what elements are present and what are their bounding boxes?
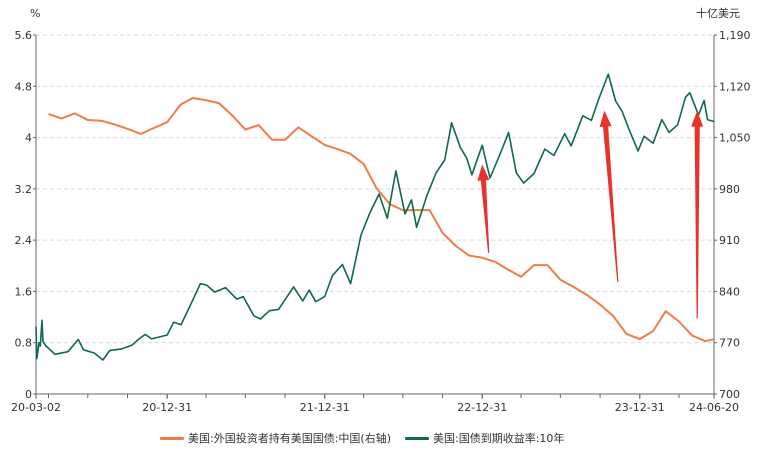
x-tick-label: 20-12-31 (142, 401, 192, 414)
right-tick-label: 1,190 (719, 29, 751, 42)
left-tick-label: 1.6 (15, 285, 33, 298)
annotation-arrow (599, 110, 619, 282)
legend-swatch-holdings (160, 436, 184, 440)
right-tick-label: 1,050 (719, 132, 751, 145)
annotation-arrow (691, 110, 704, 319)
left-axis-unit: % (30, 7, 40, 20)
x-tick-label: 24-06-20 (689, 401, 739, 414)
legend-item-holdings: 美国:外国投资者持有美国国债:中国(右轴) (160, 430, 391, 446)
left-axis-ticks: 0 0.8 1.6 2.4 3.2 4 4.8 5.6 (15, 29, 36, 401)
series-group (35, 73, 715, 361)
left-tick-label: 4.8 (15, 80, 33, 93)
left-tick-label: 5.6 (15, 29, 33, 42)
legend-swatch-yield (405, 436, 429, 440)
x-tick-label: 23-12-31 (615, 401, 665, 414)
legend-label-holdings: 美国:外国投资者持有美国国债:中国(右轴) (188, 432, 391, 445)
x-tick-label: 21-12-31 (300, 401, 350, 414)
x-tick-label: 22-12-31 (457, 401, 507, 414)
left-tick-label: 3.2 (15, 183, 33, 196)
legend: 美国:外国投资者持有美国国债:中国(右轴) 美国:国债到期收益率:10年 (160, 430, 564, 446)
legend-label-yield: 美国:国债到期收益率:10年 (433, 432, 565, 445)
gridlines (36, 34, 714, 344)
annotation-arrow (477, 164, 490, 253)
left-tick-label: 0.8 (15, 337, 33, 350)
annotation-arrows (477, 110, 704, 319)
right-tick-label: 840 (719, 285, 740, 298)
right-axis-ticks: 700 770 840 910 980 1,050 1,120 1,190 (714, 29, 751, 401)
right-axis-unit: 十亿美元 (696, 6, 740, 20)
right-tick-label: 1,120 (719, 80, 751, 93)
left-tick-label: 2.4 (15, 234, 33, 247)
series-line-yield (35, 73, 715, 361)
right-tick-label: 910 (719, 234, 740, 247)
right-tick-label: 980 (719, 183, 740, 196)
left-tick-label: 0 (25, 388, 32, 401)
series-line-holdings (48, 97, 715, 343)
legend-item-yield: 美国:国债到期收益率:10年 (405, 430, 564, 446)
right-tick-label: 770 (719, 337, 740, 350)
left-tick-label: 4 (25, 132, 32, 145)
x-tick-label: 20-03-02 (11, 401, 61, 414)
right-tick-label: 700 (719, 388, 740, 401)
x-axis-ticks: 20-03-02 20-12-31 21-12-31 22-12-31 23-12-31… (11, 394, 739, 414)
